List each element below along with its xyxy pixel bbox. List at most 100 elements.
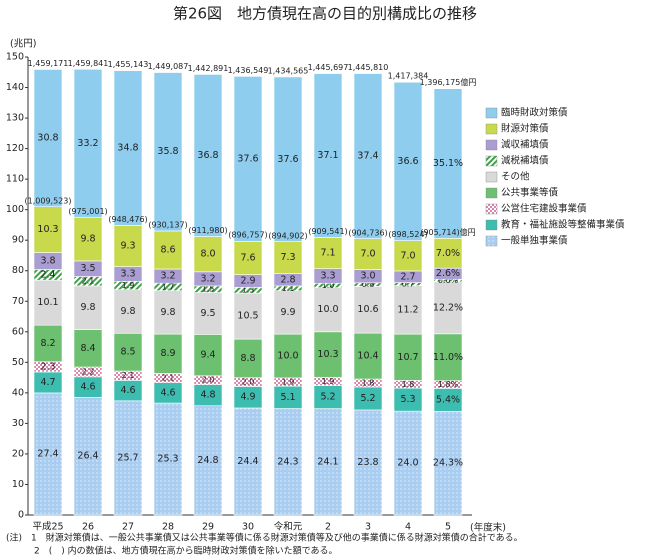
y-tick-label: 70 — [12, 296, 24, 307]
y-tick-label: 100 — [6, 204, 24, 215]
total-label: 1,455,143 — [108, 60, 149, 69]
segment-label: 1.8% — [438, 380, 459, 389]
x-tick-label: 令和元 — [274, 521, 303, 533]
segment-label: 4.9 — [240, 392, 255, 403]
segment-label: 24.3 — [277, 456, 298, 467]
segment-label: 0.7 — [402, 280, 415, 289]
bar-segment — [73, 397, 103, 516]
bar-segment — [313, 331, 343, 378]
segment-label: 9.3 — [120, 240, 135, 251]
x-tick-label: 27 — [122, 522, 134, 533]
y-tick-label: 40 — [12, 387, 24, 398]
segment-label: 8.0 — [200, 249, 215, 260]
bar-segment — [113, 289, 143, 334]
bar-segment — [353, 332, 383, 380]
bar-segment — [233, 76, 263, 242]
segment-label: 9.8 — [120, 306, 135, 317]
bar-segment — [73, 285, 103, 330]
legend-swatch — [485, 235, 498, 247]
segment-label: 5.3 — [400, 394, 415, 405]
segment-label: 5.4% — [436, 394, 460, 405]
x-tick-label: 28 — [162, 522, 174, 533]
segment-label: 36.8 — [197, 150, 218, 161]
bar-segment — [33, 279, 63, 326]
bar-segment — [353, 409, 383, 516]
total-label: 1,449,087 — [148, 62, 189, 71]
segment-label: 10.4 — [357, 351, 378, 362]
segment-label: 2.7 — [400, 271, 415, 282]
segment-label: 3.8 — [40, 256, 55, 267]
bar-segment — [393, 81, 423, 241]
segment-label: 12.2% — [433, 302, 463, 313]
y-tick-label: 90 — [12, 235, 24, 246]
excl-label: (930,137) — [148, 220, 187, 229]
segment-label: 10.3 — [317, 349, 338, 360]
bar-segment — [113, 332, 143, 372]
segment-label: 23.8 — [357, 457, 378, 468]
segment-label: 0.6% — [438, 276, 459, 285]
segment-label: 9.8 — [80, 234, 95, 245]
segment-label: 2.2 — [82, 367, 95, 376]
legend-swatch — [485, 171, 498, 183]
total-label: 1,396,175億円 — [420, 77, 477, 87]
bar-segment — [393, 285, 423, 335]
segment-label: 2.1 — [82, 277, 95, 286]
segment-label: 1.7 — [162, 282, 175, 291]
segment-label: 7.0 — [400, 250, 415, 261]
segment-label: 7.3 — [280, 252, 295, 263]
excl-label: (896,757) — [228, 231, 267, 240]
segment-label: 1.8 — [362, 379, 375, 388]
legend-label: 公共事業等債 — [501, 187, 559, 199]
segment-label: 9.8 — [160, 307, 175, 318]
legend-label: 教育・福祉施設等整備事業債 — [501, 219, 625, 231]
chart-title: 第26図 地方債現在高の目的別構成比の推移 — [173, 5, 477, 23]
bar-segment — [313, 237, 343, 269]
bar-segment — [73, 329, 103, 368]
segment-label: 30.8 — [37, 133, 58, 144]
total-label: 1,445,697 — [308, 63, 349, 72]
legend-label: 財源対策債 — [501, 123, 549, 135]
segment-label: 34.8 — [117, 143, 138, 154]
bar-segment — [313, 408, 343, 516]
excl-label: (1,009,523) — [25, 196, 72, 205]
segment-label: 0.8 — [362, 280, 375, 289]
bar-segment — [153, 333, 183, 374]
bar-segment — [113, 400, 143, 516]
bar-segment — [153, 230, 183, 270]
excl-label: (905,714)億円 — [420, 227, 475, 237]
segment-label: 8.4 — [80, 343, 95, 354]
bar-segment — [233, 292, 263, 340]
x-tick-label: 4 — [405, 522, 411, 533]
total-label: 1,442,891 — [188, 64, 229, 73]
bar-segment — [273, 76, 303, 242]
excl-label: (894,902) — [268, 231, 307, 240]
bar-segment — [273, 290, 303, 335]
segment-label: 4.7 — [40, 377, 55, 388]
segment-label: 8.9 — [160, 348, 175, 359]
segment-label: 37.6 — [277, 154, 298, 165]
segment-label: 2.8 — [280, 274, 295, 285]
bar-segment — [73, 216, 103, 262]
segment-label: 37.4 — [357, 151, 378, 162]
segment-label: 35.1% — [433, 158, 463, 169]
x-unit: (年度末) — [470, 522, 506, 534]
bar-segment — [433, 238, 463, 269]
segment-label: 37.6 — [237, 153, 258, 164]
segment-label: 2.6% — [436, 268, 460, 279]
y-tick-label: 130 — [6, 113, 24, 124]
bar-segment — [153, 402, 183, 516]
excl-label: (904,736) — [348, 228, 387, 237]
bar-segment — [193, 405, 223, 516]
segment-label: 7.0% — [436, 248, 460, 259]
segment-label: 24.8 — [197, 455, 218, 466]
bar-segment — [353, 238, 383, 270]
excl-label: (909,541) — [308, 227, 347, 236]
bar-segment — [433, 333, 463, 382]
legend-swatch — [485, 107, 498, 119]
bar-segment — [193, 292, 223, 335]
bar-segment — [273, 333, 303, 379]
legend-label: 公営住宅建設事業債 — [501, 203, 587, 215]
segment-label: 10.5 — [237, 311, 258, 322]
segment-label: 1.9 — [322, 377, 335, 386]
